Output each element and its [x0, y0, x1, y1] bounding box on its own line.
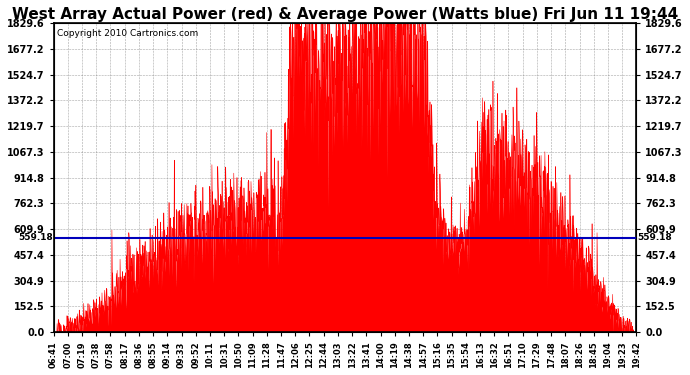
Text: 559.18: 559.18	[637, 233, 672, 242]
Text: 559.18: 559.18	[18, 233, 53, 242]
Title: West Array Actual Power (red) & Average Power (Watts blue) Fri Jun 11 19:44: West Array Actual Power (red) & Average …	[12, 7, 678, 22]
Text: Copyright 2010 Cartronics.com: Copyright 2010 Cartronics.com	[57, 29, 198, 38]
